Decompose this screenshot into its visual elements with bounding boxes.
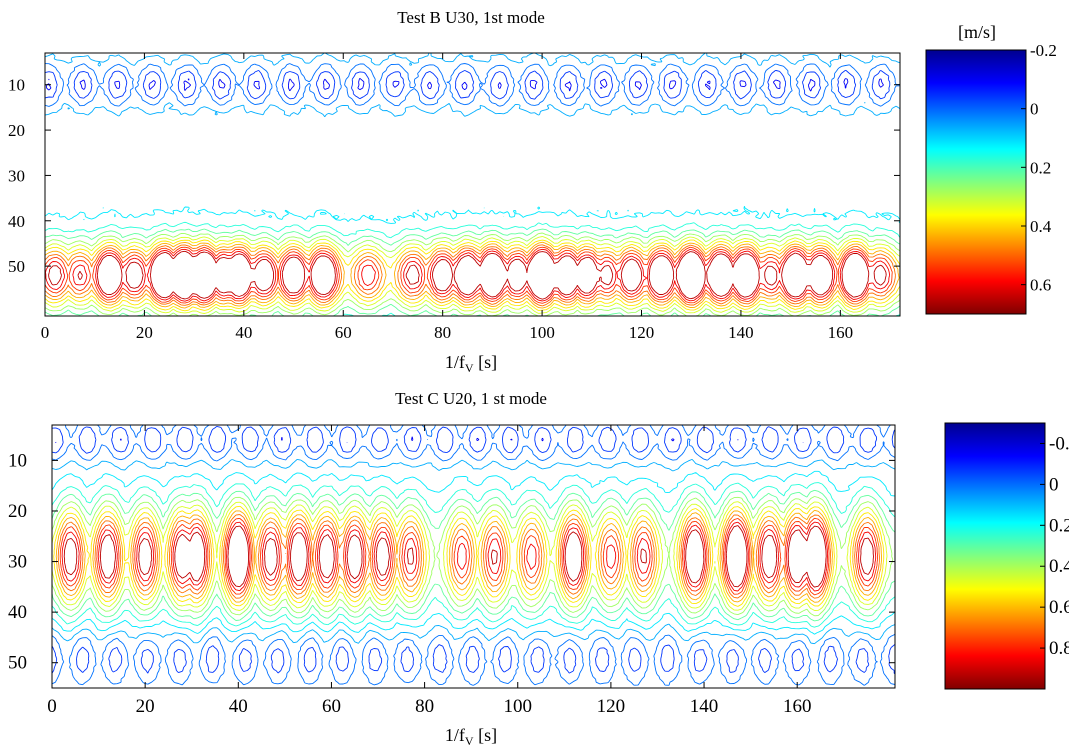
contour-level-9	[44, 236, 901, 314]
bottom-contour-lines	[51, 424, 896, 686]
top-colorbar-label: [m/s]	[958, 22, 996, 42]
bottom-x-label-sub: V	[465, 734, 474, 748]
bottom-x-ticks: 0 20 40 60 80 100 120 140 160	[47, 425, 811, 717]
y-tick-label: 20	[8, 121, 25, 140]
contour-level-14	[45, 248, 891, 302]
contour-level-5	[44, 206, 901, 224]
top-x-label-unit: [s]	[474, 352, 498, 372]
contour-level-9	[51, 501, 888, 611]
contour-level-12	[44, 244, 896, 307]
x-tick-label: 140	[690, 696, 719, 717]
y-tick-label: 40	[8, 602, 27, 623]
colorbar-tick-label: 0.2	[1049, 515, 1069, 536]
colorbar-gradient	[944, 422, 1046, 690]
top-x-axis-label: 1/fV [s]	[445, 352, 497, 375]
contour-level-3	[51, 424, 896, 686]
x-tick-label: 20	[136, 323, 153, 342]
x-tick-label: 0	[41, 323, 50, 342]
bottom-x-label-unit: [s]	[474, 725, 498, 745]
x-tick-label: 100	[529, 323, 555, 342]
contour-level-1	[55, 436, 804, 444]
contour-level-12	[57, 514, 880, 599]
colorbar-tick-label: 0.6	[1049, 597, 1069, 618]
contour-level-15	[48, 250, 887, 300]
x-tick-label: 160	[783, 696, 812, 717]
bottom-chart-title: Test C U20, 1 st mode	[395, 389, 547, 408]
contour-level-7	[51, 489, 896, 622]
x-tick-label: 80	[415, 696, 434, 717]
contour-level-8	[44, 232, 901, 317]
contour-level-4	[44, 52, 901, 118]
contour-level-5	[51, 470, 896, 635]
y-tick-label: 10	[8, 76, 25, 95]
top-x-label-sub: V	[465, 361, 474, 375]
x-tick-label: 0	[47, 696, 57, 717]
top-contour-panel: Test B U30, 1st mode 0 20 40 60 80 100 120 140 1…	[8, 8, 1057, 375]
top-chart-title: Test B U30, 1st mode	[397, 8, 545, 27]
y-tick-label: 50	[8, 257, 25, 276]
y-tick-label: 30	[8, 166, 25, 185]
top-colorbar: -0.2 0 0.2 0.4 0.6	[925, 41, 1057, 315]
x-tick-label: 40	[229, 696, 248, 717]
bottom-plot-frame	[51, 424, 896, 689]
contour-level-11	[44, 241, 900, 309]
top-y-ticks: 10 20 30 40 50	[8, 76, 900, 276]
y-tick-label: 30	[8, 552, 27, 573]
top-x-ticks: 0 20 40 60 80 100 120 140 160	[41, 53, 853, 342]
contour-level-3	[44, 63, 901, 107]
contour-level-14	[61, 521, 877, 592]
contour-level-13	[59, 517, 879, 596]
y-tick-label: 50	[8, 653, 27, 674]
colorbar-tick-label: -0.2	[1049, 433, 1069, 454]
bottom-colorbar: -0.2 0 0.2 0.4 0.6 0.8	[944, 422, 1069, 690]
x-tick-label: 20	[136, 696, 155, 717]
bottom-y-ticks: 10 20 30 40 50	[8, 450, 895, 674]
colorbar-tick-label: -0.2	[1030, 41, 1057, 60]
bottom-x-label-main: 1/f	[445, 725, 465, 745]
colorbar-tick-label: 0.4	[1049, 556, 1069, 577]
x-tick-label: 160	[828, 323, 854, 342]
bottom-x-axis-label: 1/fV [s]	[445, 725, 497, 748]
x-tick-label: 120	[629, 323, 655, 342]
contour-level-6	[51, 482, 896, 628]
contour-level-10	[44, 239, 901, 312]
contour-level-4	[51, 458, 896, 645]
top-plot-frame	[44, 52, 901, 317]
x-tick-label: 120	[597, 696, 626, 717]
contour-level-6	[44, 221, 901, 317]
colorbar-tick-label: 0.2	[1030, 158, 1051, 177]
contour-level-7	[44, 228, 901, 317]
top-x-label-main: 1/f	[445, 352, 465, 372]
contour-level-13	[44, 246, 893, 304]
colorbar-tick-label: 0.6	[1030, 276, 1051, 295]
contour-level-11	[55, 509, 882, 603]
contour-level-15	[63, 525, 874, 588]
contour-level-2	[44, 69, 891, 100]
colorbar-tick-label: 0.4	[1030, 217, 1052, 236]
x-tick-label: 60	[335, 323, 352, 342]
x-tick-label: 80	[434, 323, 451, 342]
bottom-contour-panel: Test C U20, 1 st mode 0 20 40 60 80 100 120 140…	[8, 389, 1069, 748]
contour-level-2	[51, 425, 896, 675]
y-tick-label: 40	[8, 212, 25, 231]
x-tick-label: 140	[728, 323, 754, 342]
contour-level-10	[53, 505, 885, 607]
contour-level-1	[45, 77, 884, 92]
colorbar-tick-label: 0	[1030, 100, 1039, 119]
y-tick-label: 20	[8, 501, 27, 522]
x-tick-label: 100	[503, 696, 532, 717]
colorbar-tick-label: 0	[1049, 474, 1059, 495]
y-tick-label: 10	[8, 450, 27, 471]
x-tick-label: 40	[235, 323, 252, 342]
colorbar-tick-label: 0.8	[1049, 638, 1069, 659]
top-contour-lines	[44, 52, 901, 317]
colorbar-gradient	[925, 49, 1027, 315]
x-tick-label: 60	[322, 696, 341, 717]
